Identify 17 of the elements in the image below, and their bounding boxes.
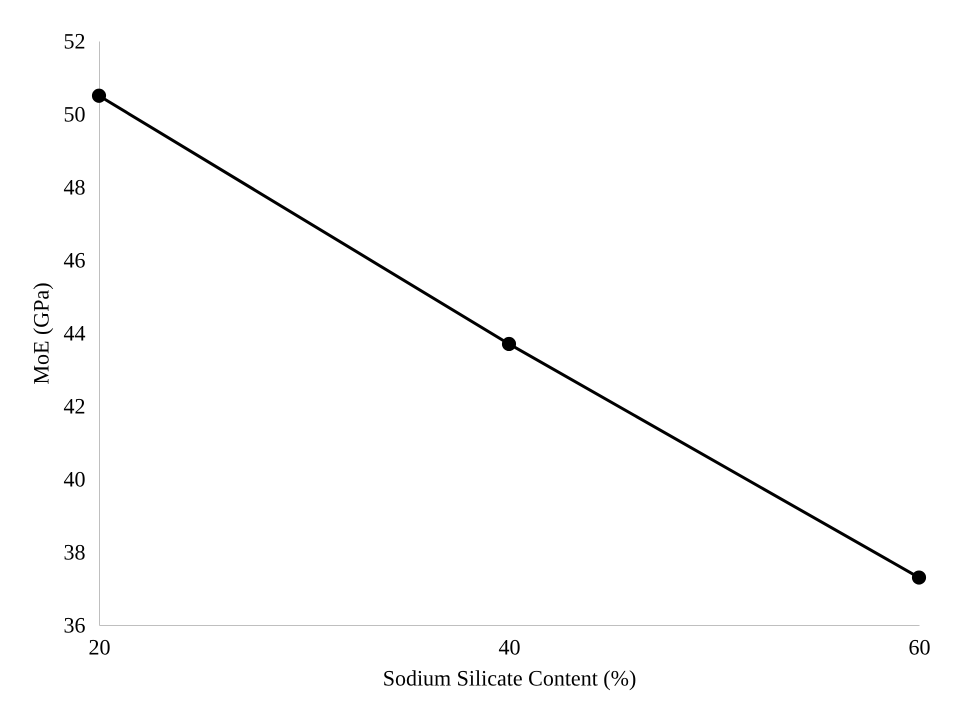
x-tick-label: 40 (498, 634, 520, 660)
y-tick-label: 40 (64, 466, 86, 492)
y-tick-label: 38 (64, 540, 86, 564)
y-tick-label: 44 (64, 320, 86, 346)
y-tick-label: 52 (64, 28, 86, 54)
x-axis-title: Sodium Silicate Content (%) (382, 666, 636, 690)
y-tick-label: 48 (64, 174, 86, 200)
y-tick-label: 36 (64, 612, 86, 638)
point (912, 570, 926, 585)
point (502, 336, 516, 352)
point (92, 88, 106, 103)
y-axis-title: MoE (GPa) (28, 282, 54, 385)
x-tick-label: 20 (88, 634, 110, 660)
y-tick-label: 50 (64, 102, 86, 126)
x-tick-label: 60 (908, 634, 930, 660)
y-tick-label: 46 (64, 248, 86, 272)
y-tick-label: 42 (64, 394, 86, 418)
